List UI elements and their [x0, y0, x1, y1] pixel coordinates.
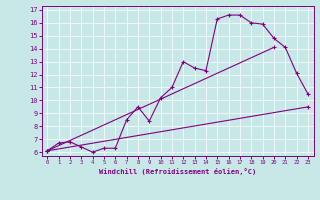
X-axis label: Windchill (Refroidissement éolien,°C): Windchill (Refroidissement éolien,°C)	[99, 168, 256, 175]
